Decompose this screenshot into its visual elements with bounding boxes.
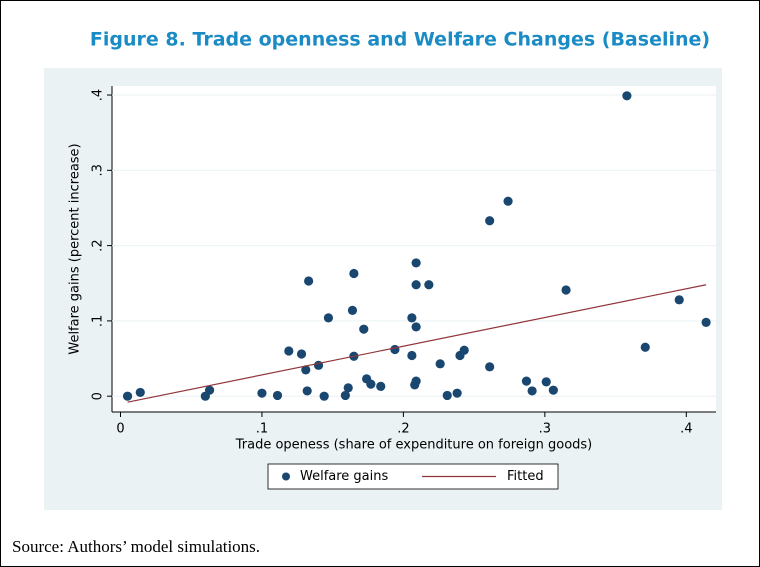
point — [521, 376, 532, 386]
point — [541, 377, 551, 387]
point — [323, 313, 334, 323]
point — [640, 342, 650, 352]
point — [674, 295, 684, 305]
point — [485, 362, 495, 372]
point — [366, 379, 376, 389]
point — [452, 388, 462, 398]
point — [122, 391, 133, 401]
plot-region — [112, 86, 716, 412]
x-tick-label: .2 — [397, 422, 409, 437]
point — [411, 258, 421, 268]
fitted-line — [127, 284, 707, 403]
point — [272, 390, 283, 401]
point — [442, 390, 452, 401]
x-axis-title: Trade openess (share of expenditure on f… — [235, 438, 593, 453]
point — [319, 391, 329, 401]
point — [424, 280, 434, 290]
y-tick-label: 0 — [91, 392, 106, 400]
y-tick-label: .3 — [91, 164, 106, 176]
legend — [267, 463, 559, 490]
point — [304, 276, 314, 286]
point — [701, 317, 711, 328]
point — [485, 216, 495, 226]
point — [135, 387, 145, 398]
source-note: Source: Authors’ model simulations. — [12, 537, 260, 556]
point — [548, 385, 558, 395]
point — [257, 388, 267, 398]
point — [284, 346, 294, 356]
legend-label: Welfare gains — [300, 469, 389, 484]
point — [301, 365, 311, 375]
y-tick-label: .4 — [91, 89, 106, 101]
point — [343, 383, 353, 393]
point — [205, 385, 215, 395]
point — [347, 305, 358, 315]
point — [435, 359, 445, 369]
x-tick-label: 0 — [116, 422, 124, 437]
point — [359, 324, 369, 334]
point — [407, 313, 417, 323]
y-axis-title: Welfare gains (percent increase) — [68, 143, 83, 354]
point — [503, 196, 513, 206]
point — [407, 350, 417, 361]
point — [302, 386, 312, 396]
point — [622, 91, 632, 101]
point — [411, 280, 421, 290]
point — [411, 322, 421, 332]
legend-label: Fitted — [507, 469, 544, 484]
point — [561, 285, 571, 295]
point — [527, 386, 537, 396]
point — [390, 344, 400, 355]
point — [340, 390, 350, 401]
x-tick-label: .1 — [256, 422, 268, 437]
point — [411, 376, 421, 386]
point — [313, 360, 324, 370]
x-tick-label: .3 — [539, 422, 551, 437]
point — [459, 345, 469, 355]
point — [296, 349, 307, 359]
point — [376, 381, 386, 392]
y-tick-label: .2 — [91, 239, 106, 251]
y-tick-label: .1 — [91, 315, 106, 327]
x-tick-label: .4 — [680, 422, 692, 437]
point — [349, 268, 359, 279]
legend-marker — [282, 472, 290, 481]
chart-title: Figure 8. Trade openness and Welfare Cha… — [90, 29, 710, 51]
